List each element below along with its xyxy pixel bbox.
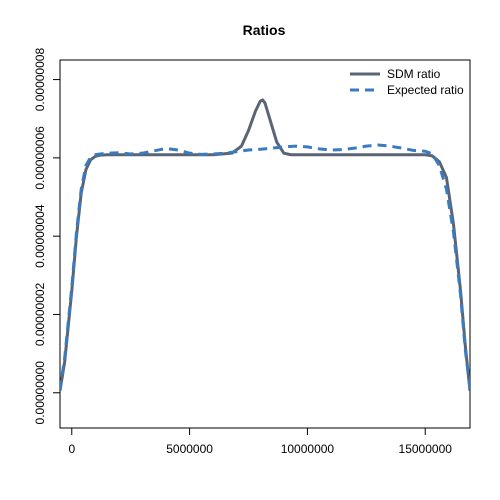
x-tick-label: 15000000 <box>399 442 453 456</box>
x-tick-label: 0 <box>68 442 75 456</box>
y-axis: 0.00000000 0.00000002 0.00000004 0.00000006… <box>33 48 61 425</box>
series-layer <box>60 98 470 392</box>
x-axis: 0 5000000 10000000 15000000 <box>68 427 453 456</box>
x-tick-label: 10000000 <box>281 442 335 456</box>
y-tick-label: 0.00000000 <box>33 361 47 425</box>
y-tick-label: 0.00000004 <box>33 204 47 268</box>
x-tick-label: 5000000 <box>166 442 213 456</box>
series-line-expected-ratio <box>60 143 470 390</box>
y-tick-label: 0.00000002 <box>33 282 47 346</box>
legend: SDM ratio Expected ratio <box>350 67 464 97</box>
legend-label: Expected ratio <box>387 83 464 97</box>
chart-title: Ratios <box>243 22 286 38</box>
y-tick-label: 0.00000006 <box>33 126 47 190</box>
legend-label: SDM ratio <box>387 67 441 81</box>
plot-frame <box>59 59 471 429</box>
y-tick-label: 0.00000008 <box>33 48 47 112</box>
series-line-sdm-ratio <box>60 98 470 392</box>
